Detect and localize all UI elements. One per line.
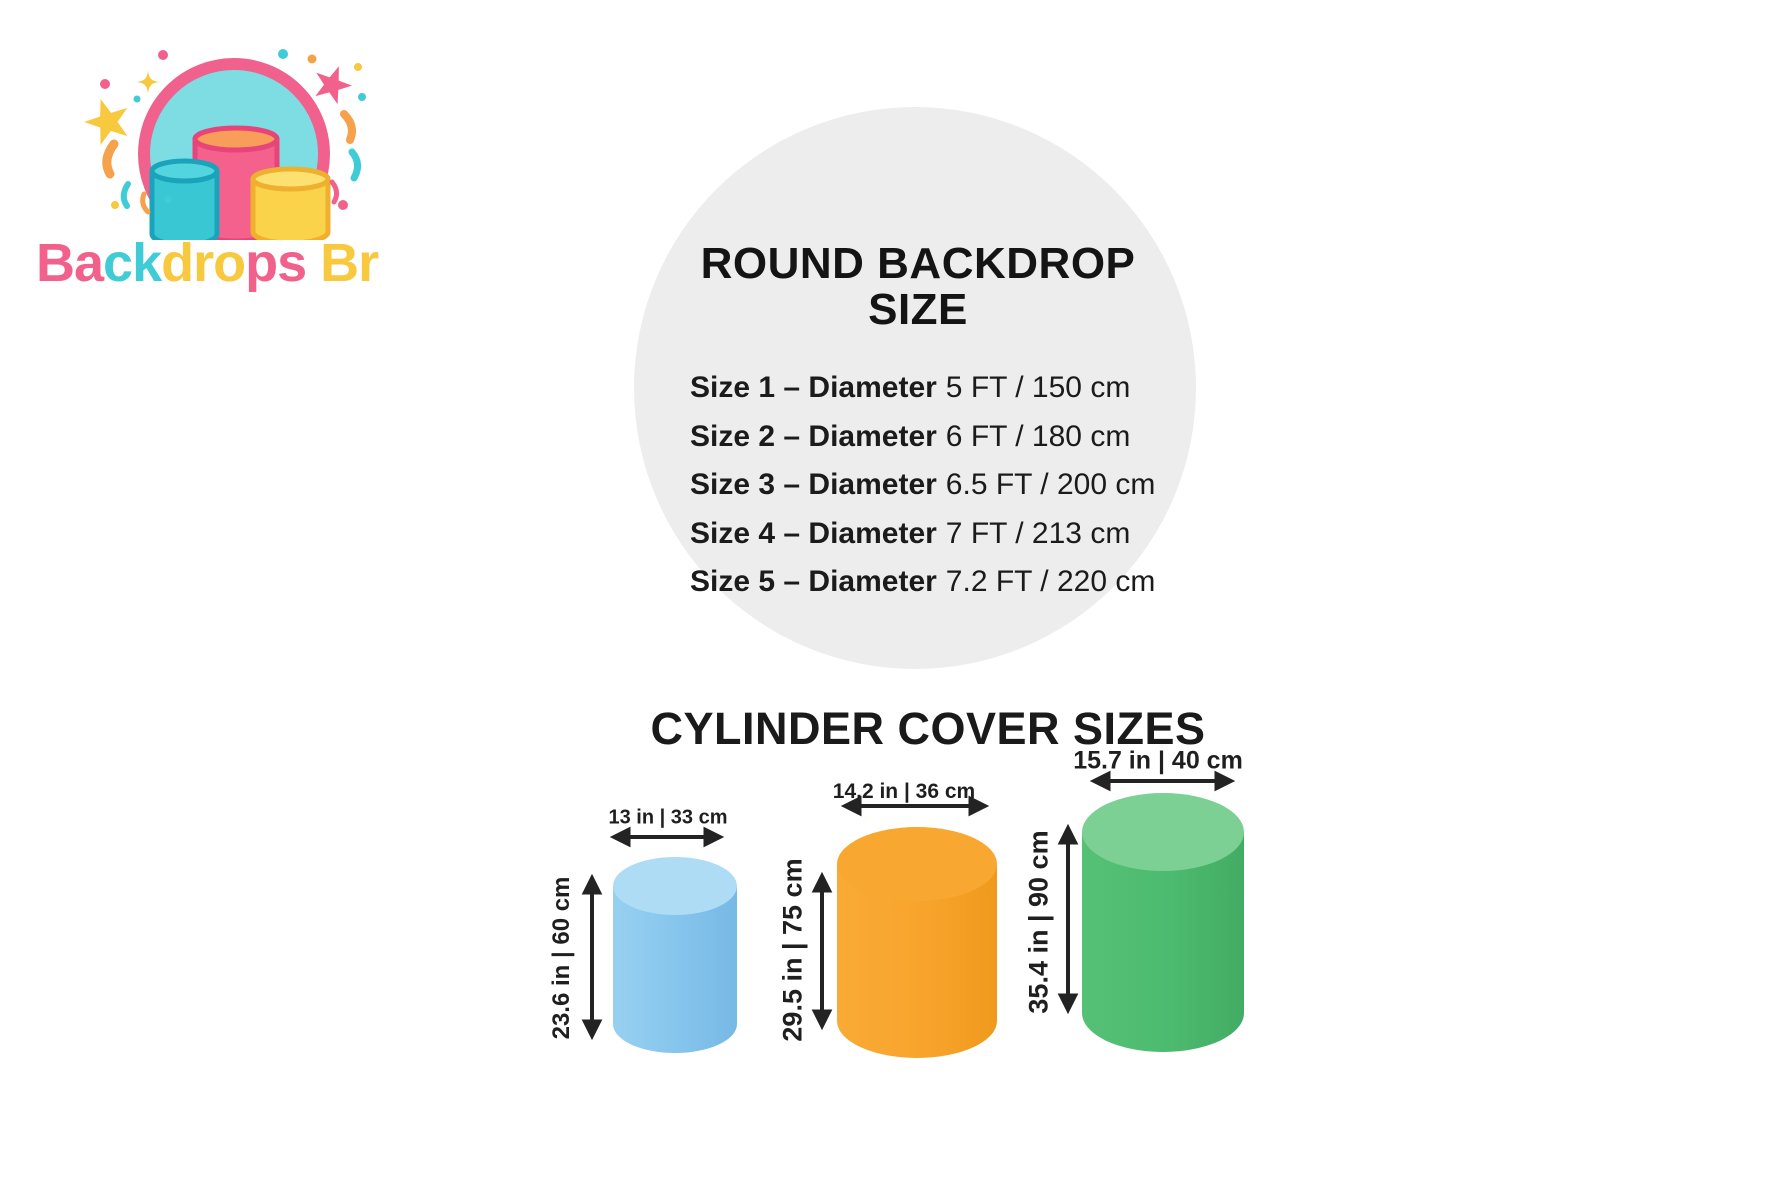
round-backdrop-title-line2: SIZE — [868, 285, 968, 334]
star-icon — [84, 99, 128, 145]
cylinder-large-green — [1082, 793, 1244, 1052]
round-backdrop-size-list: Size 1 – Diameter 5 FT / 150 cm Size 2 –… — [690, 364, 1155, 607]
brand-part: ps — [245, 233, 307, 293]
brand-part: Ba — [36, 233, 104, 293]
brand-part: dro — [161, 233, 246, 293]
round-backdrop-title: ROUND BACKDROP SIZE — [701, 241, 1136, 333]
star-icon — [315, 66, 352, 105]
cylinder-medium-orange — [837, 827, 997, 1058]
round-backdrop-title-line1: ROUND BACKDROP — [700, 239, 1136, 288]
size-row-5: Size 5 – Diameter 7.2 FT / 220 cm — [690, 558, 1155, 607]
size-row-value: 7 FT / 213 cm — [945, 516, 1131, 550]
size-row-value: 6 FT / 180 cm — [945, 419, 1131, 453]
height-label-large: 35.4 in | 90 cm — [1023, 830, 1054, 1014]
height-label-medium: 29.5 in | 75 cm — [777, 858, 808, 1042]
size-row-1: Size 1 – Diameter 5 FT / 150 cm — [690, 364, 1155, 413]
brand-wordmark: Backdrops Br — [36, 232, 379, 294]
brand-part: Br — [306, 233, 379, 293]
size-row-value: 5 FT / 150 cm — [945, 371, 1131, 405]
size-row-value: 7.2 FT / 220 cm — [945, 565, 1156, 599]
size-row-3: Size 3 – Diameter 6.5 FT / 200 cm — [690, 461, 1155, 510]
size-row-4: Size 4 – Diameter 7 FT / 213 cm — [690, 510, 1155, 559]
size-row-label: Size 1 – Diameter — [690, 371, 937, 405]
width-label-small: 13 in | 33 cm — [608, 806, 728, 829]
round-backdrop-circle — [634, 107, 1196, 669]
sparkle-icon — [136, 70, 160, 94]
logo-confetti — [84, 49, 366, 215]
cylinder-cover-heading: CYLINDER COVER SIZES — [650, 703, 1206, 754]
size-row-label: Size 4 – Diameter — [690, 516, 937, 550]
cylinder-top-ellipse — [837, 827, 997, 901]
width-label-large: 15.7 in | 40 cm — [1073, 746, 1243, 775]
size-row-label: Size 5 – Diameter — [690, 565, 937, 599]
logo-teal-cylinder — [149, 158, 220, 240]
size-row-label: Size 3 – Diameter — [690, 468, 937, 502]
size-row-label: Size 2 – Diameter — [690, 419, 937, 453]
cylinder-top-ellipse — [613, 857, 737, 915]
cylinder-top-ellipse — [1082, 793, 1244, 871]
cylinder-small-blue — [613, 857, 737, 1053]
height-label-small: 23.6 in | 60 cm — [548, 876, 575, 1040]
width-label-medium: 14.2 in | 36 cm — [832, 780, 976, 803]
brand-part: ck — [103, 233, 162, 293]
logo-podium-icon — [84, 49, 366, 240]
size-row-2: Size 2 – Diameter 6 FT / 180 cm — [690, 413, 1155, 462]
size-row-value: 6.5 FT / 200 cm — [945, 468, 1156, 502]
logo-yellow-cylinder — [250, 166, 331, 240]
